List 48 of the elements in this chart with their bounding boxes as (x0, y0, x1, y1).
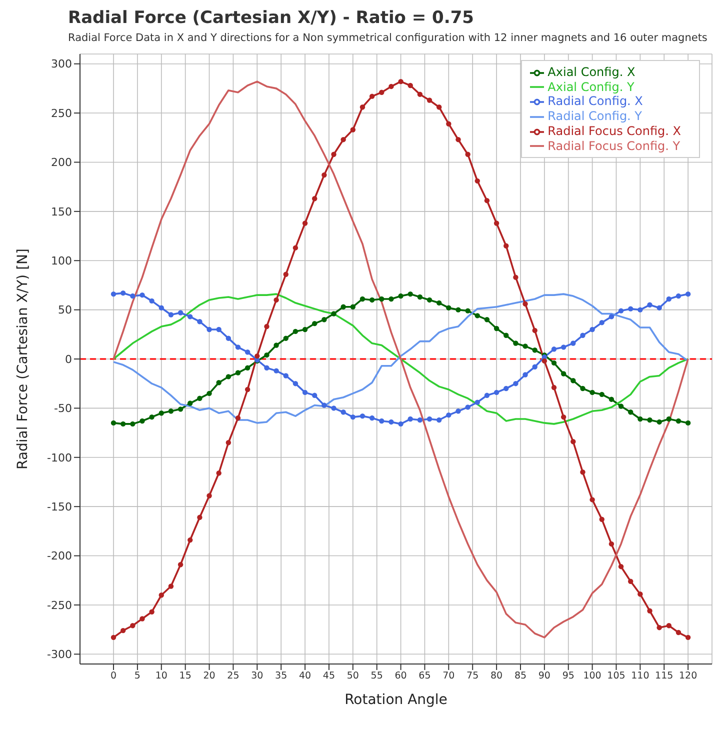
x-tick-label: 50 (346, 670, 359, 682)
x-tick-label: 70 (442, 670, 455, 682)
x-tick-label: 35 (275, 670, 288, 682)
y-axis-title: Radial Force (Cartesian X/Y) [N] (14, 248, 31, 470)
y-tick-label: -150 (47, 500, 72, 514)
legend-label: Radial Config. X (548, 94, 643, 108)
y-tick-label: 300 (51, 58, 72, 71)
x-tick-label: 120 (678, 670, 698, 682)
x-tick-label: 90 (538, 670, 550, 682)
y-tick-label: -200 (47, 550, 72, 563)
x-tick-label: 25 (227, 670, 240, 682)
x-tick-label: 5 (134, 670, 140, 682)
y-tick-label: 0 (65, 352, 72, 366)
y-tick-label: -50 (54, 402, 72, 416)
x-tick-label: 95 (562, 670, 574, 682)
legend-label: Axial Config. Y (548, 80, 634, 94)
y-tick-label: 50 (58, 304, 72, 317)
x-tick-label: 10 (155, 670, 168, 682)
x-tick-label: 20 (203, 670, 216, 682)
x-tick-label: 85 (514, 670, 527, 682)
x-tick-label: 110 (631, 670, 650, 682)
x-tick-label: 65 (418, 670, 431, 682)
y-tick-label: -100 (47, 451, 72, 464)
x-tick-label: 55 (370, 670, 383, 682)
chart-title: Radial Force (Cartesian X/Y) - Ratio = 0.75 (67, 8, 475, 28)
x-tick-label: 40 (298, 670, 312, 682)
y-tick-label: 150 (51, 205, 72, 218)
x-axis-title: Rotation Angle (344, 692, 448, 708)
y-tick-label: 100 (51, 254, 72, 268)
x-tick-label: 105 (607, 670, 626, 682)
x-tick-label: 45 (322, 670, 336, 682)
y-tick-label: -300 (47, 648, 72, 662)
x-tick-label: 60 (394, 670, 407, 682)
x-tick-label: 75 (466, 670, 479, 682)
x-tick-label: 80 (490, 670, 503, 682)
x-tick-label: 15 (179, 670, 192, 682)
x-tick-label: 0 (110, 670, 117, 682)
x-tick-label: 30 (251, 670, 264, 682)
legend-label: Radial Config. Y (548, 109, 642, 124)
x-tick-label: 115 (655, 670, 674, 682)
legend-label: Radial Focus Config. Y (548, 138, 680, 153)
legend-label: Axial Config. X (548, 65, 636, 79)
y-tick-label: 250 (51, 106, 72, 120)
y-tick-label: 200 (51, 156, 72, 170)
chart-subtitle: Radial Force Data in X and Y directions for a Non symmetrical configuration with 12 inner magnets and 16 outer magnets (67, 32, 708, 44)
y-tick-label: -250 (47, 598, 72, 612)
x-tick-label: 100 (583, 670, 602, 682)
legend-label: Radial Focus Config. X (548, 124, 681, 138)
